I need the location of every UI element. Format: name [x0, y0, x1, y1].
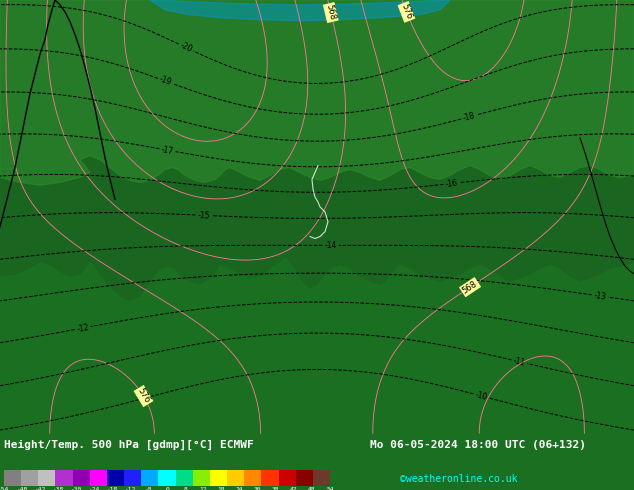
Bar: [124, 470, 141, 486]
Bar: [210, 470, 227, 486]
Text: -18: -18: [107, 487, 119, 490]
Text: ©weatheronline.co.uk: ©weatheronline.co.uk: [400, 474, 517, 484]
Polygon shape: [150, 0, 450, 21]
Text: 568: 568: [461, 279, 479, 295]
Bar: [227, 470, 244, 486]
Text: 576: 576: [136, 387, 152, 405]
Text: 576: 576: [399, 3, 413, 21]
Bar: [90, 470, 107, 486]
Bar: [193, 470, 210, 486]
Bar: [107, 470, 124, 486]
Bar: [38, 470, 55, 486]
Text: -19: -19: [158, 75, 173, 88]
Text: -10: -10: [474, 390, 488, 402]
Text: -14: -14: [325, 241, 337, 250]
Text: -16: -16: [445, 178, 458, 189]
Text: -30: -30: [71, 487, 82, 490]
Bar: [261, 470, 278, 486]
Text: 12: 12: [200, 487, 207, 490]
Text: Mo 06-05-2024 18:00 UTC (06+132): Mo 06-05-2024 18:00 UTC (06+132): [370, 440, 586, 450]
Text: -15: -15: [197, 211, 210, 220]
Bar: [141, 470, 158, 486]
Text: -12: -12: [76, 322, 89, 334]
Polygon shape: [0, 0, 634, 300]
Bar: [313, 470, 330, 486]
Bar: [158, 470, 176, 486]
Bar: [278, 470, 295, 486]
Text: -42: -42: [35, 487, 46, 490]
Text: 30: 30: [254, 487, 261, 490]
Text: Height/Temp. 500 hPa [gdmp][°C] ECMWF: Height/Temp. 500 hPa [gdmp][°C] ECMWF: [4, 440, 254, 450]
Text: -38: -38: [53, 487, 64, 490]
Text: 38: 38: [272, 487, 280, 490]
Bar: [244, 470, 261, 486]
Text: 54: 54: [327, 487, 333, 490]
Bar: [55, 470, 73, 486]
Text: 0: 0: [165, 487, 169, 490]
Text: -54: -54: [0, 487, 10, 490]
Text: 568: 568: [325, 4, 337, 22]
Bar: [295, 470, 313, 486]
Text: -18: -18: [462, 111, 476, 123]
Text: 24: 24: [236, 487, 243, 490]
Text: -48: -48: [16, 487, 28, 490]
Bar: [4, 470, 21, 486]
Bar: [73, 470, 90, 486]
Text: -11: -11: [512, 356, 526, 368]
Bar: [176, 470, 193, 486]
Text: 42: 42: [290, 487, 297, 490]
Text: -12: -12: [125, 487, 136, 490]
Text: -24: -24: [89, 487, 100, 490]
Text: 18: 18: [217, 487, 225, 490]
Text: -20: -20: [179, 41, 193, 54]
Text: 48: 48: [308, 487, 316, 490]
Polygon shape: [0, 0, 634, 185]
Text: 8: 8: [183, 487, 187, 490]
Text: -8: -8: [145, 487, 153, 490]
Text: -17: -17: [160, 145, 174, 156]
Text: -13: -13: [593, 291, 607, 301]
Bar: [21, 470, 38, 486]
